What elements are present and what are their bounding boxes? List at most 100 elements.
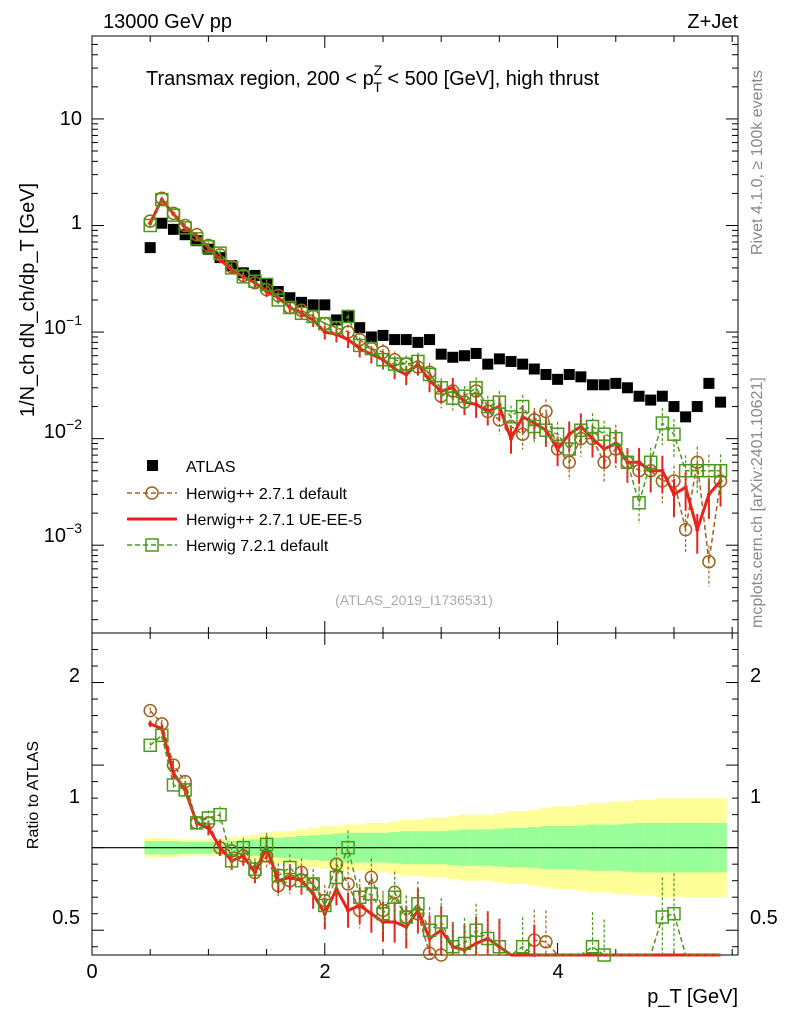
h7-default-ratio-point (585, 939, 600, 954)
atlas-point (284, 292, 296, 304)
hpp-default-ratio-point (329, 857, 344, 871)
atlas-point (517, 358, 529, 370)
ytick-main-10: 10 (60, 108, 82, 130)
h7-default-point (259, 277, 274, 292)
h7-default-point (562, 442, 576, 456)
h7-default-point (655, 416, 670, 430)
atlas-point (587, 379, 599, 391)
h7-default-ratio-point (387, 890, 402, 904)
atlas-point (563, 368, 575, 380)
h7-default-ratio-point (480, 931, 495, 946)
ratio-series (143, 703, 721, 962)
header-beam: 13000 GeV pp (103, 11, 232, 33)
h7-default-ratio-point (469, 923, 483, 937)
xlabel: p_T [GeV] (647, 986, 738, 1008)
atlas-point (435, 348, 447, 360)
h7-default-point (341, 309, 355, 324)
hpp-ueee5-point (474, 402, 479, 407)
atlas-point (470, 347, 482, 359)
hpp-ueee5-ratio-point (322, 911, 327, 916)
h7-default-point (585, 419, 600, 434)
atlas-point (715, 396, 727, 408)
hpp-ueee5-ratio-point (369, 911, 374, 916)
h7-default-ratio-point (492, 939, 507, 954)
hpp-ueee5-line (148, 196, 722, 535)
h7-default-point (329, 320, 344, 335)
ratio-frame (91, 632, 739, 956)
h7-default-point (271, 293, 285, 307)
ylabel-main: 1/N_ch dN_ch/dp_T [GeV] (17, 183, 39, 417)
h7-default-point (609, 431, 623, 446)
ytick-ratio-2-left: 2 (69, 665, 80, 687)
hpp-ueee5-ratio-point (171, 771, 176, 776)
ytick-ratio-05-right: 0.5 (750, 907, 778, 929)
legend-hpp-default-marker (145, 486, 159, 500)
atlas-point (307, 299, 319, 311)
hpp-default-point (678, 522, 693, 537)
h7-default-point (643, 455, 658, 470)
legend-atlas-label: ATLAS (186, 459, 236, 476)
h7-default-ratio-point (667, 906, 681, 921)
atlas-point (167, 223, 179, 235)
h7-default-ratio-point (399, 910, 414, 924)
h7-default-ratio-point (306, 877, 320, 891)
h7-default-ratio-point (155, 728, 169, 743)
atlas-point (668, 401, 680, 413)
hpp-default-point (539, 404, 553, 419)
h7-default-point (213, 246, 227, 260)
atlas-point (598, 379, 610, 391)
atlas-point (621, 382, 633, 394)
hpp-ueee5-ratio-point (380, 919, 385, 924)
hpp-ueee5-point (346, 337, 351, 342)
atlas-point (377, 329, 389, 341)
hpp-default-ratio-point (364, 870, 379, 885)
h7-default-ratio-point (271, 868, 285, 883)
ytick-ratio-05-left: 0.5 (52, 907, 80, 929)
hpp-ueee5-point (206, 245, 211, 250)
h7-default-ratio-point (248, 862, 262, 876)
h7-default-line (149, 198, 721, 506)
h7-default-ratio-point (178, 783, 192, 797)
xtick-4: 4 (552, 961, 563, 983)
analysis-tag: (ATLAS_2019_I1736531) (335, 592, 493, 608)
hpp-ueee5-point (648, 468, 653, 473)
legend-h7-default-label: Herwig 7.2.1 default (186, 538, 329, 555)
h7-default-point (713, 463, 728, 478)
hpp-ueee5-point (509, 436, 514, 441)
atlas-point (447, 351, 459, 363)
hpp-ueee5-point (706, 492, 711, 497)
hpp-ueee5-ratio-point (206, 825, 211, 830)
h7-default-point (224, 261, 239, 275)
h7-default-point (306, 309, 320, 324)
ytick-ratio-2-right: 2 (750, 665, 761, 687)
legend: ATLAS Herwig++ 2.7.1 default Herwig++ 2.… (127, 459, 362, 555)
atlas-point (656, 390, 668, 402)
hpp-ueee5-ratio-point (311, 891, 316, 896)
h7-default-point (155, 192, 169, 207)
ytick-main-1: 1 (71, 212, 82, 234)
h7-default-point (620, 455, 635, 470)
hpp-ueee5-ratio-point (148, 721, 153, 726)
plot-title-sub: T (373, 79, 382, 95)
hpp-default-ratio-point (143, 703, 157, 718)
h7-default-point (632, 496, 646, 510)
atlas-point (552, 373, 564, 385)
hpp-ueee5-point (602, 446, 607, 451)
plot-title-sup: Z (374, 62, 383, 78)
atlas-point (645, 394, 657, 406)
h7-default-ratio-point (213, 807, 227, 822)
plot-title: Transmax region, 200 < pZ T < 500 [GeV], … (146, 62, 600, 95)
side-rivet-label: Rivet 4.1.0, ≥ 100k events (749, 70, 766, 255)
atlas-point (144, 242, 156, 254)
h7-default-point (469, 381, 483, 395)
h7-default-ratio-point (457, 936, 472, 951)
hpp-ueee5-point (404, 372, 409, 377)
atlas-point (354, 322, 366, 334)
legend-h7-default-marker (145, 538, 159, 552)
h7-default-ratio-point (259, 837, 274, 852)
h7-default-point (422, 367, 437, 382)
h7-default-ratio-point (283, 860, 297, 875)
atlas-point (319, 299, 331, 311)
atlas-point (482, 358, 494, 370)
ytick-main-1e-2: 10−2 (44, 416, 82, 443)
